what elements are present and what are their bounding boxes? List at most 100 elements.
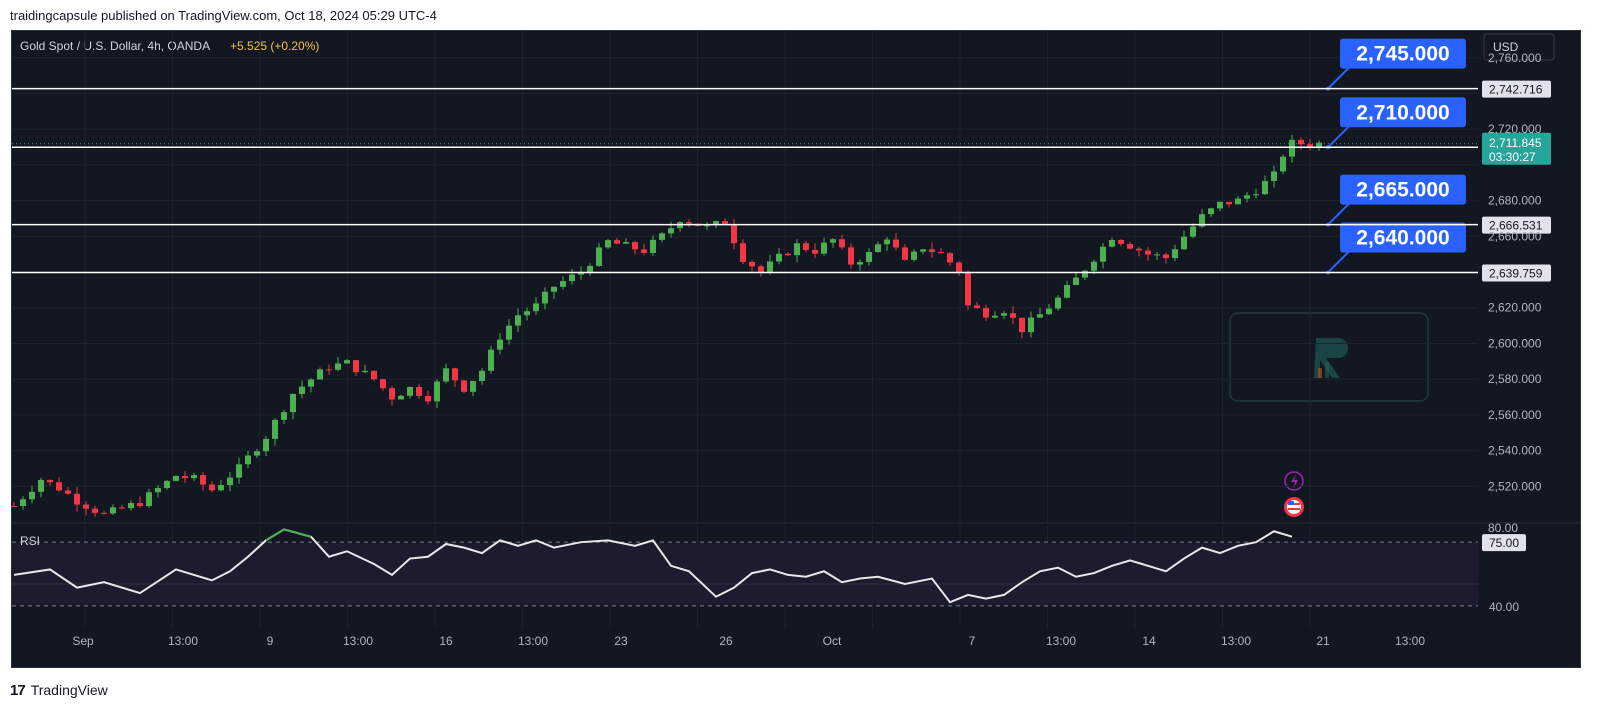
candle-body [353,360,359,373]
rsi-label: RSI [20,534,40,548]
candle-body [101,512,107,514]
current-price-text: 2,711.845 [1489,136,1542,150]
candle-body [857,262,863,265]
candle-body [848,247,854,265]
candle [821,237,827,256]
candle [1010,306,1016,325]
x-tick-label: 7 [969,634,976,648]
candle [1082,269,1088,280]
candle-body [974,305,980,309]
candle-body [1280,156,1286,172]
x-tick-label: 13:00 [1221,634,1251,648]
candle-body [164,480,170,489]
candle [524,307,530,321]
candle-body [785,253,791,256]
candle [335,357,341,372]
candle [254,448,260,459]
candle [20,496,26,510]
callout-text: 2,710.000 [1356,101,1449,124]
candle-body [758,266,764,273]
candle [1136,246,1142,257]
candle [1172,244,1178,262]
us-flag-icon[interactable] [1284,497,1304,517]
candle-body [119,507,125,509]
candle-body [722,221,728,225]
candle [641,244,647,256]
level-axis-text: 2,742.716 [1489,83,1543,97]
candle [344,358,350,364]
x-tick-label: 21 [1316,634,1330,648]
candle [236,457,242,484]
callout-box: 2,640.000 [1326,222,1466,275]
candle [938,248,944,254]
candle-body [380,379,386,389]
candle-body [488,349,494,371]
level-axis-bg [1482,264,1551,282]
y-tick-label: 2,580.000 [1488,372,1542,386]
candle [209,481,215,493]
candle [686,219,692,228]
candle [560,276,566,290]
x-tick-label: 13:00 [343,634,373,648]
candle-body [1010,313,1016,318]
candle-body [1307,144,1313,147]
y-tick-label: 2,760.000 [1488,51,1542,65]
lightning-icon[interactable] [1284,471,1304,491]
candle [1118,238,1124,247]
currency-button[interactable]: USD [1483,33,1555,61]
tradingview-logo-icon: 17 [10,681,26,699]
callout-bg [1340,97,1466,128]
symbol-title: Gold Spot / U.S. Dollar, 4h, OANDA [20,39,210,53]
candle-body [1091,261,1097,271]
candle [47,479,53,486]
candle-body [614,240,620,244]
candle [542,287,548,310]
candle [623,238,629,244]
candle [290,393,296,420]
y-tick-label: 2,720.000 [1488,122,1542,136]
candle [389,386,395,406]
candle-body [461,380,467,392]
callout-text: 2,665.000 [1356,179,1449,202]
candle [353,359,359,377]
candle [299,380,305,399]
candle [74,487,80,512]
symbol-change: +5.525 (+0.20%) [230,39,319,53]
candle-body [821,242,827,254]
candle [1037,307,1043,318]
candle [29,485,35,504]
candle [1055,295,1061,311]
candle [218,479,224,492]
candle-body [29,491,35,500]
candle-body [110,507,116,514]
rsi-level-label: 40.00 [1489,600,1519,614]
candle-body [560,281,566,287]
candle-body [254,451,260,456]
candle-body [947,253,953,263]
candle-body [290,393,296,413]
candle-body [299,386,305,394]
candle [776,248,782,265]
candle [470,380,476,397]
candle [956,260,962,276]
candle-body [92,508,98,513]
candle [1154,251,1160,260]
candle [731,219,737,250]
candle-body [866,252,872,263]
footer: 17 TradingView [10,680,108,700]
candle [137,496,143,508]
candle-body [1217,201,1223,209]
candle-body [128,503,134,509]
candle-body [371,370,377,380]
candle [227,472,233,492]
candle [758,264,764,277]
candle [803,240,809,253]
rsi-level-text: 40.00 [1489,600,1519,614]
candle [839,234,845,250]
candle-body [893,239,899,248]
candle-body [263,438,269,452]
countdown-text: 03:30:27 [1489,150,1536,164]
candle [533,296,539,316]
x-tick-label: 23 [614,634,628,648]
